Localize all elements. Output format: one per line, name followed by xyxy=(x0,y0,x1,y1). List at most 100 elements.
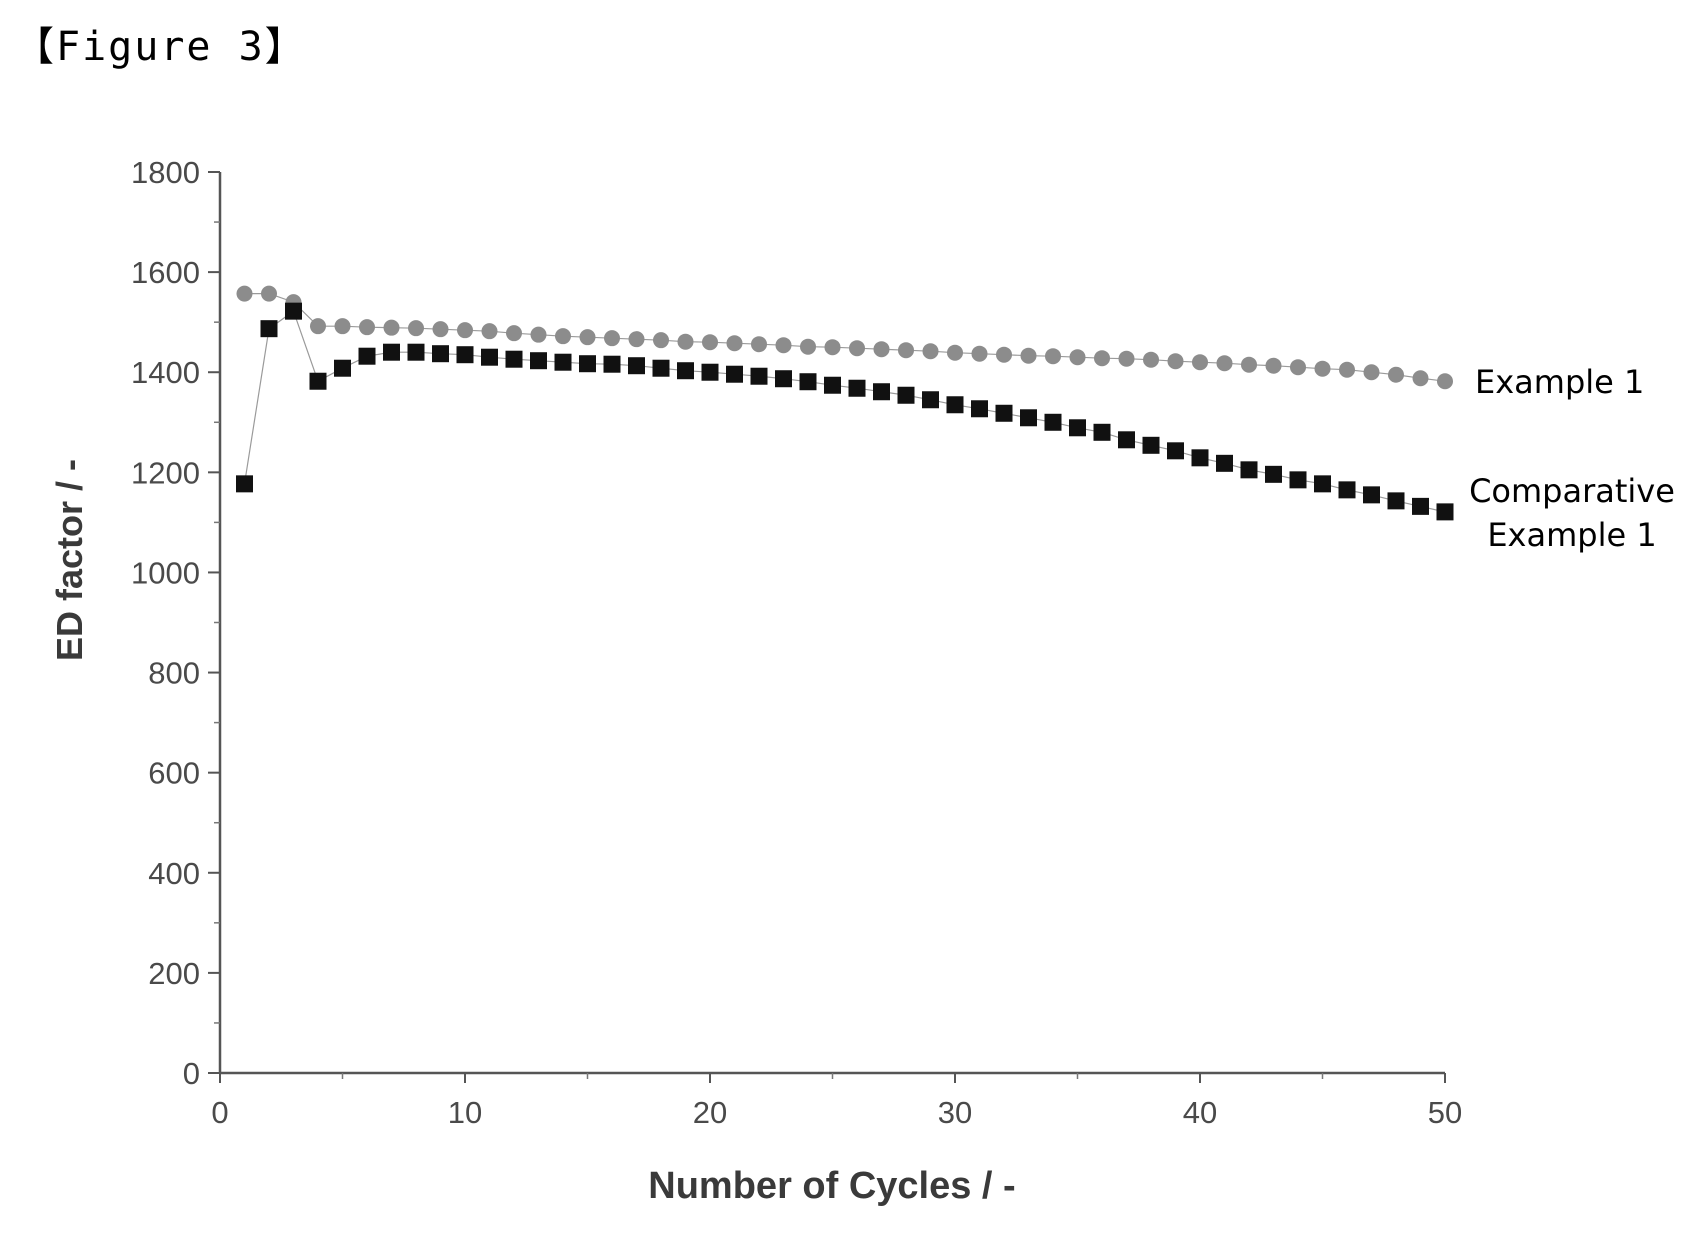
comparative-example-1-point xyxy=(334,359,351,377)
example-1-point xyxy=(1118,350,1135,367)
example-1-point xyxy=(751,336,767,353)
y-tick-label: 200 xyxy=(148,956,200,991)
example-1-point xyxy=(359,319,375,336)
y-tick-label: 600 xyxy=(148,756,200,791)
comparative-example-1-point xyxy=(1142,436,1160,454)
y-tick-label: 1400 xyxy=(131,355,200,390)
comparative-example-1-point xyxy=(285,302,302,320)
y-tick-label: 0 xyxy=(183,1056,200,1091)
comparative-example-1-point xyxy=(1436,503,1454,521)
comparative-example-1-point xyxy=(848,379,866,397)
example-1-point xyxy=(1167,353,1184,370)
comparative-example-1-point xyxy=(628,357,645,375)
x-axis-title: Number of Cycles / - xyxy=(648,1165,1015,1207)
example-1-point xyxy=(481,323,498,340)
example-1-point xyxy=(506,325,522,342)
comparative-example-1-point xyxy=(530,352,547,370)
comparative-example-1-point xyxy=(873,383,890,401)
example-1-point xyxy=(824,339,841,356)
example-1-point xyxy=(726,335,743,352)
example-1-point xyxy=(1412,370,1429,387)
example-1-point xyxy=(996,346,1012,363)
comparative-example-1-point xyxy=(407,343,425,361)
example-1-point xyxy=(1045,348,1061,365)
comparative-example-1-point xyxy=(1093,423,1111,441)
comparative-example-1-point xyxy=(505,350,523,368)
example-1-point xyxy=(1069,349,1086,366)
example-1-point xyxy=(1388,366,1404,383)
comparative-example-1-point xyxy=(236,475,253,493)
example-1-point xyxy=(1265,357,1282,374)
example-1-point xyxy=(1143,351,1159,368)
comparative-example-1-point xyxy=(677,362,694,380)
comparative-example-1-point xyxy=(1265,465,1282,483)
comparative-example-1-point xyxy=(1118,431,1135,449)
example-1-point xyxy=(383,319,400,336)
series-label-example-1: Example 1 xyxy=(1475,363,1644,401)
x-tick-label: 20 xyxy=(693,1095,727,1130)
example-1-point xyxy=(1192,354,1208,371)
example-1-point xyxy=(334,318,351,335)
comparative-example-1-point xyxy=(309,372,327,390)
example-1-point xyxy=(555,328,571,345)
comparative-example-1-point xyxy=(1387,492,1405,510)
comparative-example-1-point xyxy=(799,373,817,391)
y-tick-label: 1000 xyxy=(131,555,200,590)
comparative-example-1-point xyxy=(1167,442,1184,460)
comparative-example-1-point xyxy=(603,355,621,373)
comparative-example-1-point xyxy=(824,376,841,394)
y-tick-label: 1800 xyxy=(131,155,200,190)
comparative-example-1-point xyxy=(383,343,400,361)
example-1-point xyxy=(775,337,792,354)
figure-caption: 【Figure 3】 xyxy=(14,24,307,70)
x-axis-ticks: 0 10 20 30 40 50 xyxy=(211,1073,1462,1130)
comparative-example-1-point xyxy=(897,386,915,404)
example-1-point xyxy=(677,333,694,350)
example-1-point xyxy=(702,334,718,351)
example-1-point xyxy=(236,285,253,302)
series-label-comparative-line-2: Example 1 xyxy=(1487,516,1656,554)
comparative-example-1-point xyxy=(1289,471,1307,489)
comparative-example-1-point xyxy=(922,391,939,409)
comparative-example-1-point xyxy=(652,359,670,377)
comparative-example-1-point xyxy=(358,347,376,365)
comparative-example-1-point xyxy=(1191,449,1209,467)
y-tick-label: 400 xyxy=(148,856,200,891)
comparative-example-1-point xyxy=(554,353,572,371)
y-axis-title: ED factor / - xyxy=(49,459,90,661)
example-1-point xyxy=(1290,359,1306,376)
example-1-point xyxy=(1020,347,1037,364)
example-1-point xyxy=(604,330,620,347)
example-1-point xyxy=(800,338,816,355)
y-axis-ticks: 0 200 400 600 800 1000 1200 1400 1600 1800 xyxy=(131,155,220,1091)
example-1-point xyxy=(1339,361,1355,378)
comparative-example-1-point xyxy=(1363,486,1380,504)
comparative-example-1-point xyxy=(1044,413,1062,431)
series-label-comparative-line-1: Comparative xyxy=(1469,472,1675,510)
comparative-example-1-point xyxy=(971,400,988,418)
example-1-point xyxy=(628,331,645,348)
x-tick-label: 30 xyxy=(938,1095,972,1130)
comparative-example-1-point xyxy=(456,346,474,364)
example-1-point xyxy=(1314,360,1331,377)
example-1-point xyxy=(898,342,914,359)
comparative-example-1-point xyxy=(726,365,743,383)
example-1-point xyxy=(849,340,865,357)
y-tick-label: 1200 xyxy=(131,455,200,490)
example-1-point xyxy=(1094,350,1110,367)
example-1-point xyxy=(922,343,939,360)
example-1-point xyxy=(873,341,890,358)
comparative-example-1-point xyxy=(775,370,792,388)
x-tick-label: 0 xyxy=(211,1095,228,1130)
example-1-point xyxy=(1363,364,1380,381)
example-1-point xyxy=(1437,373,1453,390)
comparative-example-1-point xyxy=(1240,461,1258,479)
example-1-point xyxy=(408,320,424,337)
example-1-point xyxy=(947,344,963,361)
comparative-example-1-point xyxy=(1412,497,1429,515)
example-1-point xyxy=(1241,356,1257,373)
series-points xyxy=(236,285,1454,521)
series-labels: Example 1 Comparative Example 1 xyxy=(1469,363,1675,554)
example-1-point xyxy=(1216,355,1233,372)
